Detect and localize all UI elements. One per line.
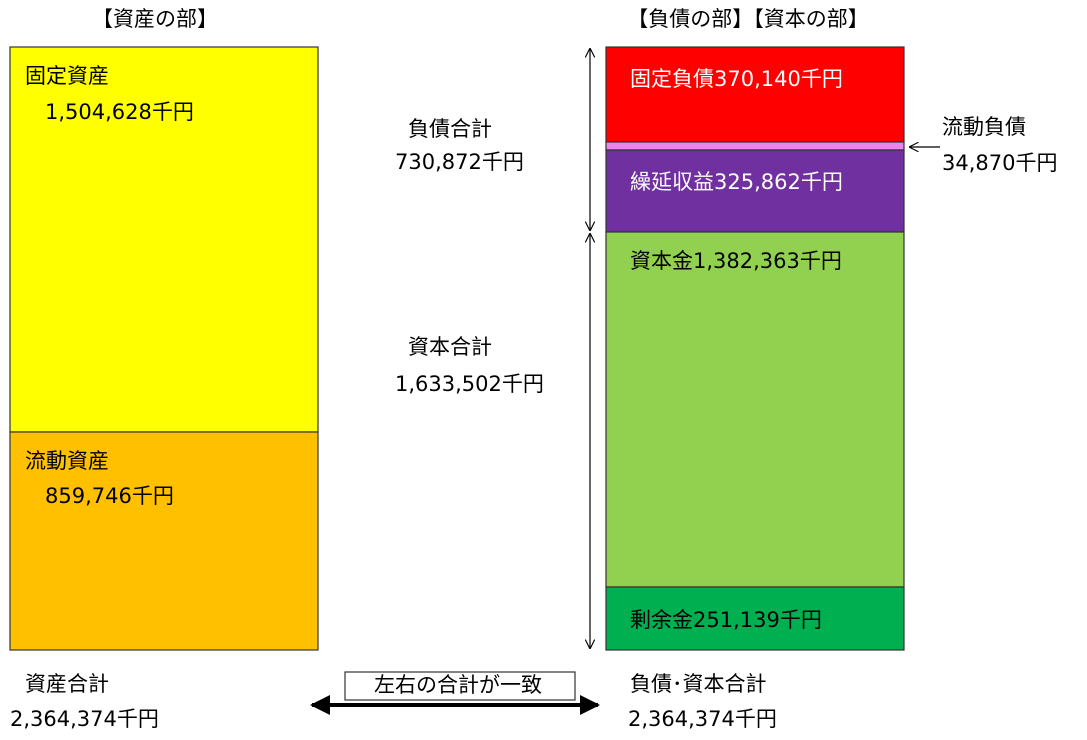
amount: 859,746千円 [45, 484, 174, 508]
amount: 2,364,374千円 [628, 707, 777, 731]
amount: 1,633,502千円 [395, 372, 544, 396]
fixed-assets-block [9, 46, 319, 433]
amount: 1,504,628千円 [45, 100, 194, 124]
deferred-revenue-block [605, 149, 905, 233]
current-liabilities-block [605, 141, 905, 151]
label: 資本金1,382,363千円 [630, 249, 842, 273]
label: 負債合計 [408, 117, 492, 141]
fixed-liabilities-block [605, 46, 905, 143]
amount: 2,364,374千円 [10, 707, 159, 731]
label: 剰余金251,139千円 [630, 608, 822, 632]
label: 流動負債 [942, 115, 1026, 139]
label: 繰延収益325,862千円 [630, 170, 843, 194]
label: 流動資産 [25, 449, 109, 473]
label: 資産合計 [25, 672, 109, 696]
note-background [344, 671, 576, 701]
label: 資本合計 [408, 335, 492, 359]
match-note: 左右の合計が一致 [374, 673, 542, 697]
capital-block [605, 231, 905, 588]
label: 固定負債370,140千円 [630, 67, 843, 91]
label: 固定資産 [25, 64, 109, 88]
surplus-block [605, 586, 905, 651]
current-assets-block [9, 431, 319, 651]
label: 負債･資本合計 [630, 672, 767, 696]
amount: 34,870千円 [942, 151, 1057, 175]
assets-heading: 【資産の部】 [92, 7, 218, 31]
liabilities-heading: 【負債の部】【資本の部】 [627, 7, 869, 31]
amount: 730,872千円 [395, 150, 524, 174]
